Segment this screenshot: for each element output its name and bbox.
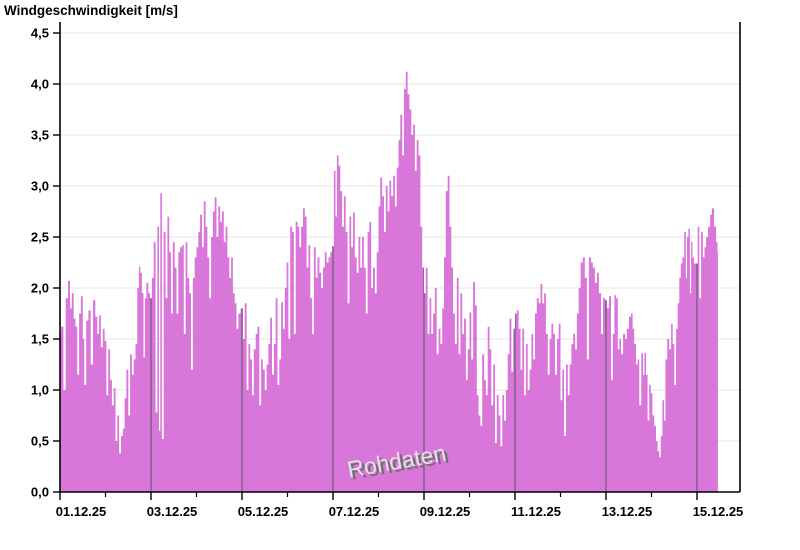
y-tick-label: 3,5 bbox=[31, 128, 49, 143]
x-tick-label: 15.12.25 bbox=[693, 504, 744, 519]
wind-speed-area-series bbox=[60, 71, 718, 493]
y-axis-labels: 0,0 0,5 1,0 1,5 2,0 2,5 3,0 3,5 4,0 4,5 bbox=[31, 26, 49, 500]
x-tick-label: 09.12.25 bbox=[420, 504, 471, 519]
x-tick-label: 03.12.25 bbox=[147, 504, 198, 519]
axes bbox=[53, 22, 741, 500]
y-tick-label: 1,5 bbox=[31, 332, 49, 347]
x-tick-label: 13.12.25 bbox=[602, 504, 653, 519]
x-tick-label: 01.12.25 bbox=[56, 504, 107, 519]
y-tick-label: 1,0 bbox=[31, 383, 49, 398]
y-tick-label: 0,5 bbox=[31, 434, 49, 449]
x-tick-label: 07.12.25 bbox=[329, 504, 380, 519]
x-tick-label: 11.12.25 bbox=[511, 504, 561, 519]
y-tick-label: 3,0 bbox=[31, 179, 49, 194]
x-axis-labels: 01.12.25 03.12.25 05.12.25 07.12.25 09.12.25… bbox=[56, 504, 744, 519]
y-tick-label: 2,0 bbox=[31, 281, 49, 296]
chart-title: Windgeschwindigkeit [m/s] bbox=[4, 3, 178, 18]
y-tick-label: 0,0 bbox=[31, 485, 49, 500]
y-tick-label: 4,0 bbox=[31, 77, 49, 92]
x-tick-label: 05.12.25 bbox=[238, 504, 289, 519]
y-tick-label: 2,5 bbox=[31, 230, 49, 245]
y-tick-label: 4,5 bbox=[31, 26, 49, 41]
